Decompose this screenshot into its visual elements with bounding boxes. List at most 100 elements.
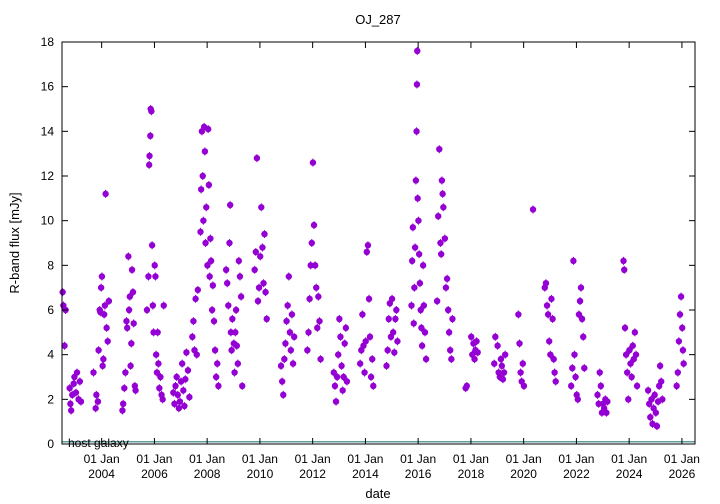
data-point <box>70 379 77 388</box>
data-point <box>197 185 205 194</box>
point-marker <box>529 206 537 213</box>
point-marker <box>100 311 108 318</box>
data-point <box>581 364 588 373</box>
point-marker <box>603 409 610 416</box>
point-marker <box>202 239 209 247</box>
data-point <box>226 239 233 247</box>
data-point <box>544 310 552 319</box>
data-point <box>388 294 396 303</box>
data-point <box>420 301 428 310</box>
point-marker <box>224 280 231 287</box>
point-marker <box>257 253 264 260</box>
point-marker <box>574 396 582 403</box>
x-tick-label: 01 Jan <box>664 452 700 466</box>
data-point <box>369 355 376 364</box>
y-tick-label: 8 <box>47 258 54 272</box>
point-marker <box>331 382 339 390</box>
point-marker <box>369 355 376 363</box>
point-marker <box>215 382 222 390</box>
data-point <box>304 346 311 355</box>
point-marker <box>153 369 161 376</box>
point-marker <box>194 286 202 294</box>
point-marker <box>499 376 507 383</box>
data-point <box>411 283 418 292</box>
data-point <box>215 381 222 390</box>
point-marker <box>359 311 366 318</box>
data-point <box>152 350 160 359</box>
point-marker <box>92 405 99 412</box>
data-point <box>186 393 193 402</box>
data-point <box>384 346 391 355</box>
point-marker <box>621 266 628 273</box>
data-point <box>547 350 554 359</box>
point-marker <box>363 248 371 256</box>
data-point <box>356 359 364 368</box>
point-marker <box>644 387 652 394</box>
point-marker <box>227 329 235 336</box>
data-point <box>578 314 586 323</box>
point-marker <box>338 362 345 370</box>
point-marker <box>123 317 130 325</box>
point-marker <box>367 373 375 381</box>
point-marker <box>125 253 132 260</box>
point-marker <box>229 315 236 323</box>
data-point <box>199 172 206 180</box>
data-point <box>659 395 666 404</box>
point-marker <box>364 242 372 249</box>
point-marker <box>200 217 207 224</box>
data-point <box>147 131 154 140</box>
data-point <box>231 368 238 377</box>
data-point <box>632 350 640 359</box>
data-point <box>124 323 131 332</box>
x-tick-label-year: 2018 <box>458 467 485 481</box>
data-point <box>93 390 100 399</box>
data-point <box>181 402 188 411</box>
data-point <box>157 373 164 381</box>
data-point <box>204 261 211 270</box>
x-tick-label: 01 Jan <box>295 452 331 466</box>
data-point <box>132 386 139 395</box>
data-point <box>436 145 443 154</box>
point-marker <box>308 239 315 247</box>
data-point <box>625 395 632 404</box>
point-marker <box>448 355 455 363</box>
point-marker <box>408 257 416 265</box>
point-marker <box>392 315 399 323</box>
point-marker <box>93 391 100 399</box>
data-point <box>623 368 631 377</box>
data-point <box>189 332 196 341</box>
point-marker <box>410 320 417 327</box>
x-tick-label: 01 Jan <box>347 452 383 466</box>
data-point <box>172 381 179 390</box>
x-tick-label: 01 Jan <box>84 452 120 466</box>
x-tick-label-year: 2022 <box>563 467 590 481</box>
data-point <box>67 399 74 408</box>
point-marker <box>66 384 73 392</box>
data-point <box>419 261 427 270</box>
data-point <box>437 250 445 259</box>
data-point <box>644 386 652 395</box>
point-marker <box>147 132 154 139</box>
point-marker <box>232 306 240 314</box>
data-point <box>389 328 397 337</box>
point-marker <box>277 362 285 370</box>
data-point <box>383 361 390 370</box>
data-point <box>680 359 687 368</box>
point-marker <box>497 355 505 363</box>
point-marker <box>208 306 216 314</box>
point-marker <box>197 186 205 193</box>
data-point <box>61 341 68 350</box>
data-point <box>394 337 401 346</box>
point-marker <box>414 195 421 202</box>
point-marker <box>411 284 418 291</box>
point-marker <box>416 280 424 287</box>
point-marker <box>356 360 364 367</box>
data-point <box>305 328 312 337</box>
point-marker <box>67 407 75 414</box>
point-marker <box>283 317 290 325</box>
data-point <box>261 230 268 239</box>
point-marker <box>175 405 183 412</box>
y-tick-label: 12 <box>41 169 55 183</box>
point-marker <box>252 248 260 256</box>
